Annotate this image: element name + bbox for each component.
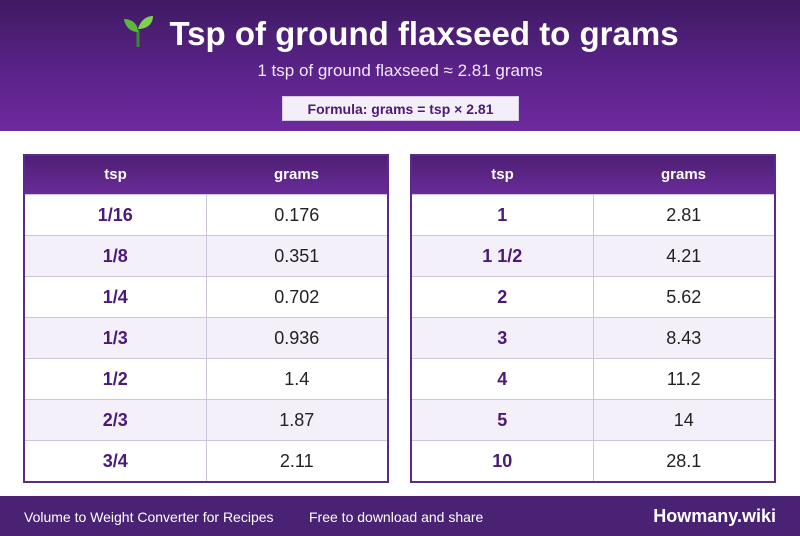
tsp-cell: 1/8 [25, 236, 207, 276]
grams-cell: 1.87 [279, 410, 315, 430]
tsp-cell: 1/16 [25, 195, 207, 235]
table-row: 2/3 1.87 [25, 399, 387, 440]
page-title: Tsp of ground flaxseed to grams [0, 14, 800, 57]
header-banner: Tsp of ground flaxseed to grams 1 tsp of… [0, 0, 800, 131]
grams-cell: 11.2 [666, 369, 701, 389]
table-row: 1/3 0.936 [25, 317, 387, 358]
column-header-grams: grams [660, 166, 707, 183]
table-header: tsp grams [412, 156, 774, 194]
subtitle: 1 tsp of ground flaxseed ≈ 2.81 grams [257, 61, 543, 80]
table-row: 5 14 [412, 399, 774, 440]
column-header-tsp: tsp [491, 166, 514, 183]
footer-note: Free to download and share [309, 509, 484, 525]
tsp-cell: 1 1/2 [412, 236, 594, 276]
brand-logo[interactable]: Howmany.wiki [653, 506, 776, 526]
table-row: 1 2.81 [412, 194, 774, 235]
conversion-table-right: tsp grams 1 2.81 1 1/2 4.21 2 5.62 3 8.4… [410, 154, 776, 483]
grams-cell: 0.702 [274, 287, 320, 307]
table-header: tsp grams [25, 156, 387, 194]
table-row: 3 8.43 [412, 317, 774, 358]
tsp-cell: 4 [412, 359, 594, 399]
grams-cell: 0.351 [274, 246, 320, 266]
table-row: 1/16 0.176 [25, 194, 387, 235]
tsp-cell: 3/4 [25, 441, 207, 481]
grams-cell: 2.81 [666, 205, 702, 225]
table-row: 4 11.2 [412, 358, 774, 399]
formula-box: Formula: grams = tsp × 2.81 [282, 96, 519, 121]
tsp-cell: 1/4 [25, 277, 207, 317]
table-row: 2 5.62 [412, 276, 774, 317]
table-row: 1/4 0.702 [25, 276, 387, 317]
tsp-cell: 2/3 [25, 400, 207, 440]
column-header-grams: grams [273, 166, 320, 183]
grams-cell: 28.1 [666, 451, 702, 471]
footer-bar: Volume to Weight Converter for Recipes F… [0, 496, 800, 536]
grams-cell: 0.176 [274, 205, 320, 225]
tsp-cell: 10 [412, 441, 594, 481]
table-row: 1 1/2 4.21 [412, 235, 774, 276]
tsp-cell: 3 [412, 318, 594, 358]
table-row: 1/2 1.4 [25, 358, 387, 399]
table-row: 3/4 2.11 [25, 440, 387, 481]
table-row: 1/8 0.351 [25, 235, 387, 276]
grams-cell: 5.62 [666, 287, 702, 307]
grams-cell: 14 [673, 410, 694, 430]
grams-cell: 0.936 [274, 328, 320, 348]
page-title-text: Tsp of ground flaxseed to grams [169, 15, 679, 52]
grams-cell: 2.11 [279, 451, 314, 471]
grams-cell: 4.21 [666, 246, 702, 266]
conversion-table-left: tsp grams 1/16 0.176 1/8 0.351 1/4 0.702… [23, 154, 389, 483]
tsp-cell: 5 [412, 400, 594, 440]
table-row: 10 28.1 [412, 440, 774, 481]
grams-cell: 1.4 [284, 369, 310, 389]
tsp-cell: 1/3 [25, 318, 207, 358]
tsp-cell: 1 [412, 195, 594, 235]
footer-tagline: Volume to Weight Converter for Recipes [24, 509, 274, 525]
sprout-icon [121, 14, 155, 57]
column-header-tsp: tsp [104, 166, 127, 183]
tsp-cell: 2 [412, 277, 594, 317]
tsp-cell: 1/2 [25, 359, 207, 399]
grams-cell: 8.43 [666, 328, 702, 348]
